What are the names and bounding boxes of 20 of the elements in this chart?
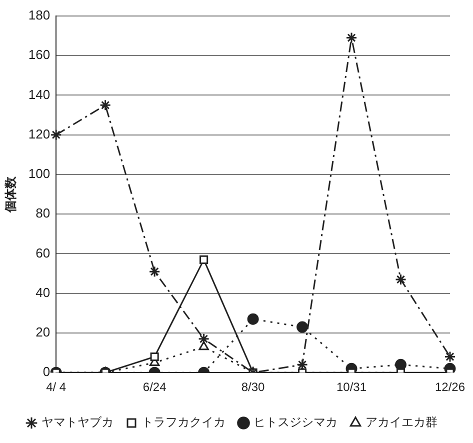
- y-tick-label: 80: [36, 206, 50, 221]
- x-tick-label: 12/26: [434, 380, 466, 394]
- y-tick-label: 20: [36, 324, 50, 340]
- legend-label: トラフカクイカ: [142, 415, 226, 430]
- y-tick-label: 120: [28, 126, 50, 142]
- y-tick-label: 140: [28, 86, 50, 102]
- x-tick-label: 8/30: [241, 380, 266, 394]
- x-tick-label: 4/ 4: [46, 380, 66, 394]
- legend-label: ヤマトヤブカ: [42, 415, 114, 430]
- legend-label: ヒトスジシマカ: [254, 415, 338, 430]
- y-tick-label: 100: [28, 166, 50, 182]
- y-tick-label: 180: [28, 8, 50, 23]
- x-tick-label: 6/24: [142, 380, 167, 394]
- y-tick-label: 60: [36, 245, 50, 260]
- y-axis-title: 個体数: [3, 175, 18, 214]
- y-tick-label: 0: [42, 364, 50, 380]
- x-tick-label: 10/31: [336, 380, 367, 394]
- legend-label: アカイエカ群: [366, 415, 438, 430]
- y-tick-label: 160: [28, 47, 50, 62]
- y-tick-label: 40: [36, 284, 50, 300]
